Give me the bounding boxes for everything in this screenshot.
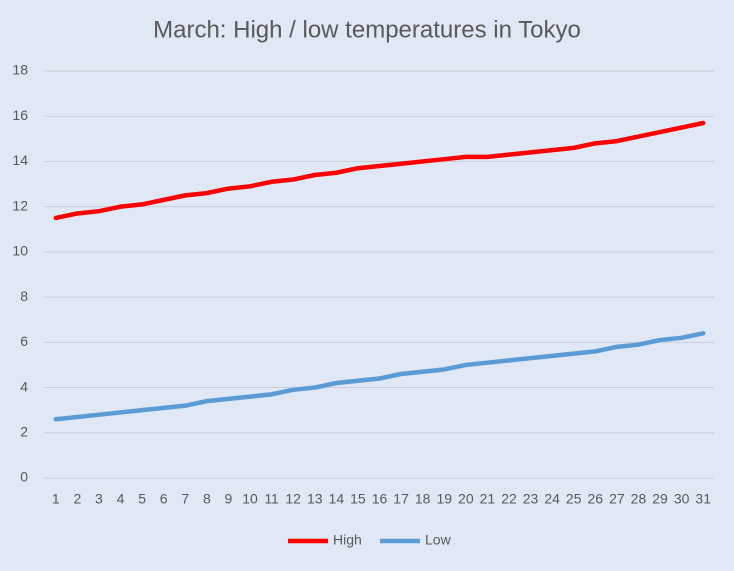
y-tick-label: 2 [20, 423, 28, 439]
series-line [53, 120, 706, 221]
x-tick-label: 11 [264, 491, 279, 507]
legend-label: High [333, 532, 362, 548]
legend-label: Low [425, 532, 452, 548]
x-tick-label: 9 [225, 491, 233, 507]
x-tick-label: 19 [436, 491, 452, 507]
x-tick-label: 1 [52, 491, 60, 507]
y-tick-label: 10 [12, 243, 28, 259]
series-line [53, 331, 706, 422]
x-tick-label: 30 [674, 491, 690, 507]
x-tick-label: 18 [415, 491, 431, 507]
x-tick-label: 8 [203, 491, 211, 507]
x-tick-label: 17 [393, 491, 409, 507]
y-tick-label: 18 [12, 62, 28, 78]
x-tick-label: 27 [609, 491, 625, 507]
y-tick-label: 12 [12, 197, 28, 213]
x-tick-label: 20 [458, 491, 474, 507]
x-tick-label: 22 [501, 491, 517, 507]
y-tick-label: 6 [20, 333, 28, 349]
x-tick-label: 23 [523, 491, 539, 507]
x-tick-label: 4 [117, 491, 125, 507]
y-tick-label: 16 [12, 107, 28, 123]
x-tick-label: 5 [138, 491, 146, 507]
y-tick-label: 8 [20, 288, 28, 304]
x-tick-label: 3 [95, 491, 103, 507]
x-tick-label: 29 [652, 491, 668, 507]
x-tick-label: 26 [588, 491, 604, 507]
y-tick-label: 4 [20, 378, 28, 394]
x-tick-label: 14 [329, 491, 345, 507]
x-tick-label: 16 [372, 491, 388, 507]
x-tick-label: 2 [73, 491, 81, 507]
x-tick-label: 25 [566, 491, 582, 507]
chart-title: March: High / low temperatures in Tokyo [153, 16, 581, 43]
x-tick-label: 7 [181, 491, 189, 507]
x-tick-label: 15 [350, 491, 366, 507]
y-tick-label: 14 [12, 152, 28, 168]
x-tick-label: 28 [631, 491, 647, 507]
y-tick-label: 0 [20, 469, 28, 485]
x-tick-label: 31 [695, 491, 711, 507]
x-tick-label: 10 [242, 491, 258, 507]
x-tick-label: 12 [285, 491, 301, 507]
x-tick-label: 24 [544, 491, 560, 507]
x-tick-label: 6 [160, 491, 168, 507]
x-tick-label: 21 [480, 491, 496, 507]
x-tick-label: 13 [307, 491, 323, 507]
